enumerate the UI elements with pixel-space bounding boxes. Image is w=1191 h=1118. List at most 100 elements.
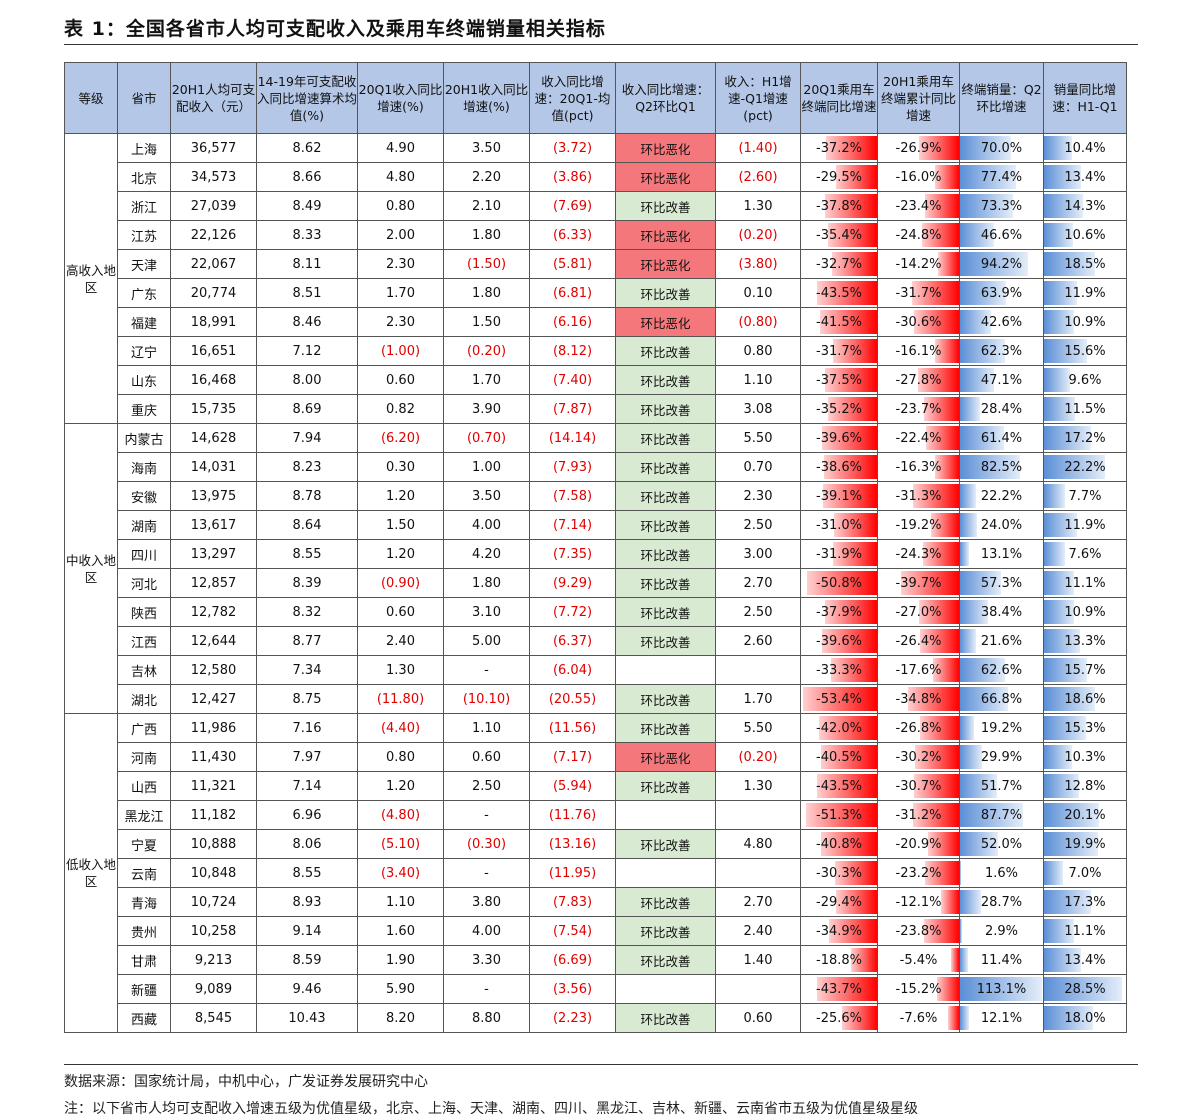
bar-value: 66.8% bbox=[980, 691, 1023, 707]
status-cell: 环比恶化 bbox=[615, 220, 716, 250]
bar-value: -22.4% bbox=[895, 430, 942, 446]
bar-value: -30.2% bbox=[895, 749, 942, 765]
bar-value: 18.6% bbox=[1064, 691, 1106, 707]
value-cell: (11.76) bbox=[529, 800, 616, 830]
negative-bar bbox=[923, 542, 959, 566]
value-cell: 7.97 bbox=[256, 742, 358, 772]
table-row: 北京 34,573 8.66 4.80 2.20 (3.86) 环比恶化 (2.60) -29.… bbox=[65, 162, 1127, 192]
status-cell: 环比改善 bbox=[615, 568, 716, 598]
value-cell: 5.50 bbox=[715, 713, 801, 743]
bar-cell: 24.0% bbox=[959, 510, 1044, 540]
bar-cell: -29.4% bbox=[800, 887, 878, 917]
value-cell: 7.94 bbox=[256, 423, 358, 453]
value-cell: 16,468 bbox=[170, 365, 257, 395]
province-cell: 广东 bbox=[117, 278, 171, 308]
positive-bar bbox=[960, 919, 963, 943]
bar-value: 63.9% bbox=[980, 285, 1023, 301]
bar-value: 20.1% bbox=[1064, 807, 1106, 823]
value-cell: 1.50 bbox=[443, 307, 530, 337]
status-cell: 环比改善 bbox=[615, 916, 716, 946]
bar-cell: -7.6% bbox=[877, 1003, 960, 1033]
province-cell: 江西 bbox=[117, 626, 171, 656]
negative-bar bbox=[930, 513, 959, 537]
bar-cell: -24.8% bbox=[877, 220, 960, 250]
status-cell: 环比改善 bbox=[615, 887, 716, 917]
bar-cell: 52.0% bbox=[959, 829, 1044, 859]
value-cell: (11.95) bbox=[529, 858, 616, 888]
value-cell: 0.70 bbox=[715, 452, 801, 482]
province-cell: 四川 bbox=[117, 539, 171, 569]
value-cell: - bbox=[443, 800, 530, 830]
bar-value: 9.6% bbox=[1068, 372, 1102, 388]
value-cell: 8.32 bbox=[256, 597, 358, 627]
bar-cell: -39.7% bbox=[877, 568, 960, 598]
positive-bar bbox=[1044, 716, 1086, 740]
bar-cell: -35.4% bbox=[800, 220, 878, 250]
footnote: 注：以下省市人均可支配收入增速五级为优值星级，北京、上海、天津、湖南、四川、黑龙… bbox=[64, 1101, 918, 1117]
positive-bar bbox=[1044, 919, 1075, 943]
negative-bar bbox=[919, 600, 959, 624]
value-cell: 2.40 bbox=[357, 626, 444, 656]
status-cell: 环比改善 bbox=[615, 539, 716, 569]
bar-cell: -34.9% bbox=[800, 916, 878, 946]
bar-value: 17.3% bbox=[1064, 894, 1106, 910]
value-cell: (6.04) bbox=[529, 655, 616, 685]
positive-bar bbox=[1044, 861, 1064, 885]
status-cell: 环比改善 bbox=[615, 278, 716, 308]
bar-value: -33.3% bbox=[816, 662, 862, 678]
table-row: 贵州 10,258 9.14 1.60 4.00 (7.54) 环比改善 2.40 -34.9%… bbox=[65, 916, 1127, 946]
province-cell: 北京 bbox=[117, 162, 171, 192]
province-cell: 福建 bbox=[117, 307, 171, 337]
province-cell: 贵州 bbox=[117, 916, 171, 946]
positive-bar bbox=[960, 310, 991, 334]
bar-value: 21.6% bbox=[980, 633, 1023, 649]
positive-bar bbox=[960, 948, 969, 972]
table-row: 浙江 27,039 8.49 0.80 2.10 (7.69) 环比改善 1.30 -37.8%… bbox=[65, 191, 1127, 221]
value-cell: 1.20 bbox=[357, 481, 444, 511]
bar-cell: -39.6% bbox=[800, 423, 878, 453]
bar-value: -26.9% bbox=[895, 140, 942, 156]
bar-cell: 62.6% bbox=[959, 655, 1044, 685]
bar-cell: 18.6% bbox=[1043, 684, 1127, 714]
bar-cell: -22.4% bbox=[877, 423, 960, 453]
positive-bar bbox=[960, 542, 970, 566]
positive-bar bbox=[1044, 745, 1073, 769]
bar-value: 13.3% bbox=[1064, 633, 1106, 649]
bar-value: -37.9% bbox=[816, 604, 862, 620]
positive-bar bbox=[960, 571, 1002, 595]
bar-cell: 29.9% bbox=[959, 742, 1044, 772]
value-cell: 7.12 bbox=[256, 336, 358, 366]
bar-cell: 20.1% bbox=[1043, 800, 1127, 830]
bar-cell: -37.8% bbox=[800, 191, 878, 221]
bar-cell: -41.5% bbox=[800, 307, 878, 337]
value-cell bbox=[715, 858, 801, 888]
province-cell: 山西 bbox=[117, 771, 171, 801]
bar-value: -50.8% bbox=[816, 575, 862, 591]
bar-cell: 7.7% bbox=[1043, 481, 1127, 511]
bar-value: -29.4% bbox=[816, 894, 862, 910]
value-cell: 1.00 bbox=[443, 452, 530, 482]
bar-cell: -43.7% bbox=[800, 974, 878, 1004]
bar-value: -40.8% bbox=[816, 836, 862, 852]
negative-bar bbox=[833, 339, 877, 363]
bar-cell: 28.7% bbox=[959, 887, 1044, 917]
bar-value: 38.4% bbox=[980, 604, 1023, 620]
bar-cell: -31.9% bbox=[800, 539, 878, 569]
negative-bar bbox=[923, 919, 959, 943]
value-cell: 8.20 bbox=[357, 1003, 444, 1033]
bar-cell: -40.8% bbox=[800, 829, 878, 859]
value-cell: 1.10 bbox=[357, 887, 444, 917]
bar-value: 7.0% bbox=[1068, 865, 1102, 881]
negative-bar bbox=[828, 919, 877, 943]
bar-value: -30.3% bbox=[816, 865, 862, 881]
value-cell: 8.23 bbox=[256, 452, 358, 482]
negative-bar bbox=[831, 252, 877, 276]
bar-value: 19.9% bbox=[1064, 836, 1106, 852]
value-cell: 9,089 bbox=[170, 974, 257, 1004]
bar-value: -16.3% bbox=[895, 459, 942, 475]
negative-bar bbox=[819, 310, 877, 334]
value-cell: 6.96 bbox=[256, 800, 358, 830]
positive-bar bbox=[1044, 803, 1099, 827]
positive-bar bbox=[1044, 455, 1105, 479]
bar-value: -31.2% bbox=[895, 807, 942, 823]
